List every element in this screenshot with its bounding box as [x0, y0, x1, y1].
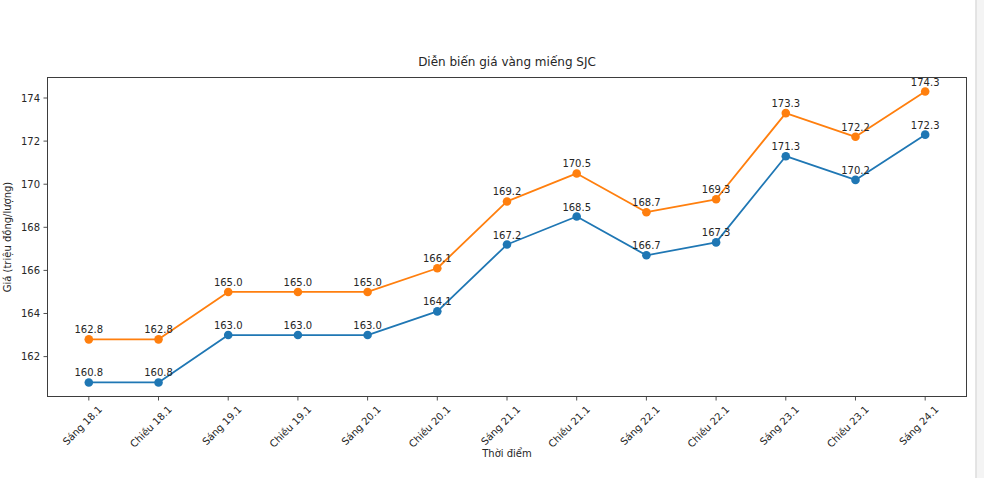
- y-tick-label: 174: [21, 93, 40, 104]
- series-blue-point-label: 163.0: [284, 320, 313, 331]
- series-orange-point: [921, 87, 930, 96]
- series-orange-point: [712, 195, 721, 204]
- y-tick-label: 166: [21, 265, 40, 276]
- y-tick-label: 162: [21, 351, 40, 362]
- series-blue-point: [781, 152, 790, 161]
- series-blue-point: [154, 378, 163, 387]
- series-blue-point: [294, 331, 303, 340]
- series-orange-point-label: 172.2: [841, 122, 870, 133]
- series-orange-point: [294, 288, 303, 297]
- series-blue-point: [433, 307, 442, 316]
- chart-title: Diễn biến giá vàng miếng SJC: [418, 55, 596, 69]
- y-tick-label: 172: [21, 136, 40, 147]
- series-orange-point: [433, 264, 442, 273]
- series-blue-point: [224, 331, 233, 340]
- series-blue-point: [503, 240, 512, 249]
- series-blue-point: [712, 238, 721, 247]
- x-axis-label: Thời điểm: [481, 447, 532, 459]
- series-orange-point-label: 166.1: [423, 253, 452, 264]
- y-tick-label: 164: [21, 308, 40, 319]
- series-blue-point-label: 167.3: [702, 227, 731, 238]
- series-blue-point-label: 170.2: [841, 165, 870, 176]
- series-orange-point: [224, 288, 233, 297]
- chart-figure: 162164166168170172174Sáng 18.1Chiều 18.1…: [0, 0, 984, 492]
- series-blue-point: [363, 331, 372, 340]
- gold-price-line-chart: 162164166168170172174Sáng 18.1Chiều 18.1…: [0, 0, 984, 492]
- y-axis-label: Giá (triệu đồng/lượng): [2, 182, 14, 293]
- series-orange-point: [781, 109, 790, 118]
- series-orange-point-label: 169.3: [702, 184, 731, 195]
- series-blue-point: [572, 212, 581, 221]
- window-edge: [976, 0, 984, 478]
- series-blue-point-label: 163.0: [353, 320, 382, 331]
- series-blue-point: [921, 130, 930, 139]
- series-orange-point-label: 165.0: [353, 277, 382, 288]
- series-blue-point-label: 163.0: [214, 320, 243, 331]
- series-blue-point-label: 171.3: [771, 141, 800, 152]
- series-orange-point: [851, 132, 860, 141]
- y-tick-label: 168: [21, 222, 40, 233]
- series-orange-point-label: 162.8: [74, 324, 103, 335]
- window-edge-strip: [977, 0, 984, 478]
- series-orange-point-label: 165.0: [214, 277, 243, 288]
- series-blue-point-label: 160.8: [74, 367, 103, 378]
- series-blue-point: [851, 176, 860, 185]
- series-orange-point-label: 174.3: [911, 77, 940, 88]
- series-orange-point-label: 168.7: [632, 197, 661, 208]
- series-orange-point: [154, 335, 163, 344]
- series-orange-point: [572, 169, 581, 178]
- series-orange-point: [363, 288, 372, 297]
- series-orange-point: [503, 197, 512, 206]
- figure-background: [0, 0, 984, 492]
- series-blue-point-label: 166.7: [632, 240, 661, 251]
- series-orange-point: [642, 208, 651, 217]
- series-orange-point-label: 169.2: [493, 186, 522, 197]
- series-blue-point-label: 172.3: [911, 120, 940, 131]
- series-orange-point-label: 170.5: [562, 158, 591, 169]
- series-orange-point: [85, 335, 94, 344]
- series-orange-point-label: 162.8: [144, 324, 173, 335]
- series-orange-point-label: 165.0: [284, 277, 313, 288]
- series-blue-point-label: 160.8: [144, 367, 173, 378]
- series-blue-point: [642, 251, 651, 260]
- y-tick-label: 170: [21, 179, 40, 190]
- series-blue-point: [85, 378, 94, 387]
- series-blue-point-label: 164.1: [423, 296, 452, 307]
- series-blue-point-label: 167.2: [493, 230, 522, 241]
- series-orange-point-label: 173.3: [771, 98, 800, 109]
- series-blue-point-label: 168.5: [562, 202, 591, 213]
